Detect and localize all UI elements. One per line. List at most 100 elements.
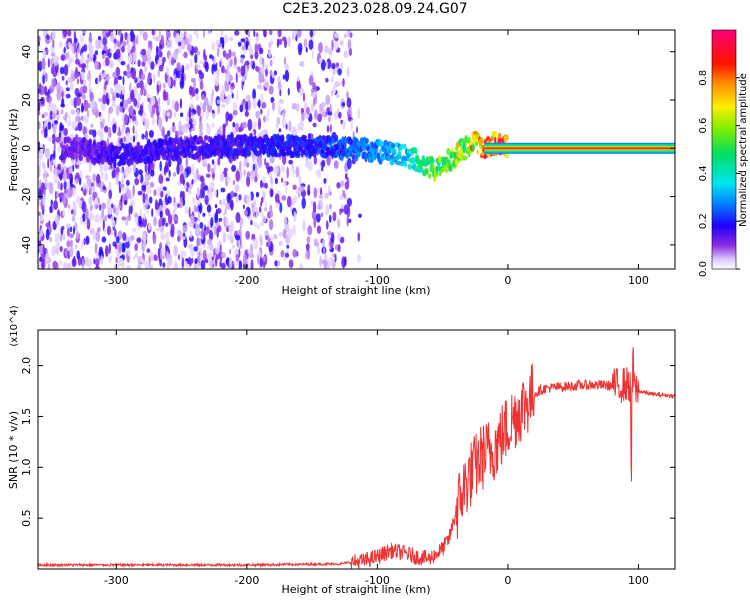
heatmap-speckle <box>159 242 163 250</box>
x-tick-label: 100 <box>628 274 649 287</box>
heatmap-speckle <box>268 166 274 172</box>
heatmap-speckle <box>191 257 194 264</box>
heatmap-speckle <box>38 100 41 112</box>
heatmap-speckle <box>247 30 251 38</box>
heatmap-speckle <box>132 135 136 143</box>
heatmap-speckle <box>195 94 200 101</box>
heatmap-ridge-cell <box>476 149 479 155</box>
heatmap-speckle <box>207 251 213 258</box>
heatmap-speckle <box>217 240 222 245</box>
heatmap-speckle <box>252 121 257 129</box>
heatmap-speckle <box>71 157 76 166</box>
heatmap-speckle <box>54 233 58 244</box>
heatmap-speckle <box>235 212 241 224</box>
heatmap-speckle <box>285 123 288 130</box>
heatmap-speckle <box>229 248 232 255</box>
heatmap-speckle <box>66 227 70 237</box>
heatmap-speckle <box>288 259 294 269</box>
heatmap-speckle <box>284 217 288 229</box>
heatmap-speckle <box>219 260 222 268</box>
heatmap-speckle <box>134 216 139 224</box>
heatmap-ridge-cell <box>374 148 379 153</box>
heatmap-speckle <box>123 99 129 110</box>
heatmap-ridge-cell <box>480 137 484 142</box>
heatmap-speckle <box>45 126 48 138</box>
heatmap-speckle <box>278 99 284 104</box>
heatmap-speckle <box>203 30 206 39</box>
heatmap-speckle <box>97 227 101 233</box>
heatmap-speckle <box>219 60 222 68</box>
heatmap-speckle <box>70 69 74 75</box>
heatmap-speckle <box>107 207 113 215</box>
heatmap-speckle <box>121 123 125 135</box>
heatmap-speckle <box>260 108 263 115</box>
heatmap-speckle <box>325 77 329 83</box>
heatmap-speckle <box>246 175 251 188</box>
heatmap-speckle <box>67 41 72 48</box>
heatmap-speckle <box>68 167 73 174</box>
heatmap-speckle <box>94 50 99 56</box>
heatmap-speckle <box>323 247 326 255</box>
heatmap-speckle <box>323 178 327 184</box>
heatmap-speckle <box>42 49 46 58</box>
heatmap-speckle <box>346 90 349 100</box>
heatmap-speckle <box>252 98 258 109</box>
heatmap-speckle <box>69 226 73 233</box>
heatmap-speckle <box>280 250 285 258</box>
heatmap-speckle <box>207 212 212 217</box>
heatmap-speckle <box>292 165 295 178</box>
heatmap-speckle <box>182 250 187 257</box>
heatmap-speckle <box>59 260 63 266</box>
heatmap-speckle <box>148 72 151 78</box>
heatmap-speckle <box>211 42 216 51</box>
heatmap-speckle <box>43 112 49 117</box>
y-tick-label: 1.5 <box>20 408 33 426</box>
heatmap-speckle <box>287 228 293 239</box>
heatmap-speckle <box>122 75 125 86</box>
heatmap-speckle <box>329 203 332 210</box>
heatmap-speckle <box>105 57 110 67</box>
heatmap-speckle <box>115 92 120 99</box>
heatmap-speckle <box>71 45 75 55</box>
heatmap-speckle <box>281 177 283 183</box>
heatmap-speckle <box>98 74 102 82</box>
heatmap-ridge-cell <box>119 146 122 151</box>
heatmap-speckle <box>104 245 109 257</box>
heatmap-speckle <box>239 160 242 171</box>
heatmap-speckle <box>211 225 215 230</box>
heatmap-speckle <box>288 120 292 132</box>
heatmap-speckle <box>158 105 162 113</box>
heatmap-speckle <box>150 263 154 269</box>
heatmap-speckle <box>327 231 332 236</box>
heatmap-speckle <box>197 211 201 223</box>
heatmap-speckle <box>204 185 209 191</box>
heatmap-speckle <box>48 96 53 102</box>
heatmap-speckle <box>137 263 142 269</box>
heatmap-speckle <box>339 209 342 216</box>
heatmap-speckle <box>88 212 94 221</box>
heatmap-speckle <box>299 119 304 131</box>
heatmap-speckle <box>90 56 93 62</box>
heatmap-speckle <box>53 55 59 67</box>
heatmap-speckle <box>346 97 352 108</box>
heatmap-speckle <box>63 128 68 136</box>
heatmap-speckle <box>278 128 282 133</box>
heatmap-speckle <box>188 206 191 218</box>
heatmap-speckle <box>245 230 251 240</box>
heatmap-speckle <box>220 262 226 269</box>
heatmap-speckle <box>110 31 115 43</box>
heatmap-speckle <box>137 93 142 102</box>
heatmap-speckle <box>348 105 352 116</box>
heatmap-x-axis-label: Height of straight line (km) <box>281 284 430 297</box>
heatmap-speckle <box>279 89 282 97</box>
heatmap-ridge-cell <box>114 161 117 169</box>
heatmap-speckle <box>337 232 341 241</box>
heatmap-speckle <box>142 232 146 239</box>
heatmap-speckle <box>221 36 225 48</box>
heatmap-speckle <box>205 61 209 72</box>
heatmap-speckle <box>115 256 118 264</box>
heatmap-speckle <box>220 30 224 37</box>
heatmap-speckle <box>193 172 197 185</box>
heatmap-speckle <box>213 248 216 258</box>
